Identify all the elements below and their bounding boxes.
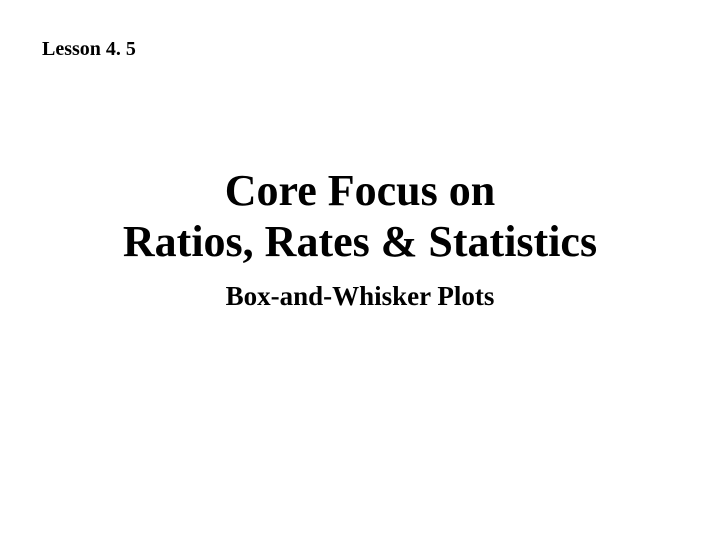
title-line-2: Ratios, Rates & Statistics [0,217,720,268]
lesson-label: Lesson 4. 5 [42,38,136,61]
title-line-1: Core Focus on [0,166,720,217]
subtitle: Box-and-Whisker Plots [0,281,720,312]
main-content: Core Focus on Ratios, Rates & Statistics… [0,166,720,312]
